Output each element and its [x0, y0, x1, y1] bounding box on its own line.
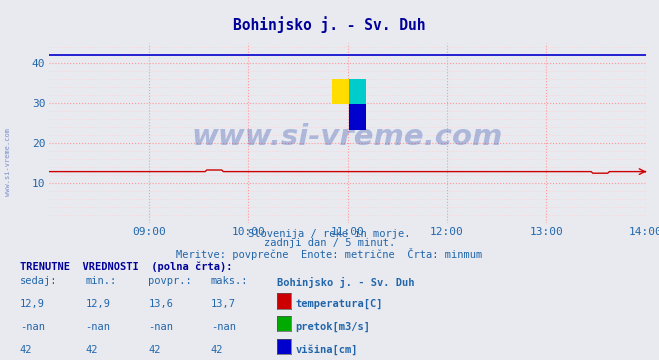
Text: Meritve: povprečne  Enote: metrične  Črta: minmum: Meritve: povprečne Enote: metrične Črta:…	[177, 248, 482, 260]
Bar	[349, 104, 366, 130]
Text: -nan: -nan	[211, 322, 236, 332]
Text: 12,9: 12,9	[86, 299, 111, 309]
Text: www.si-vreme.com: www.si-vreme.com	[192, 123, 503, 151]
Text: višina[cm]: višina[cm]	[295, 345, 358, 355]
Text: sedaj:: sedaj:	[20, 276, 57, 287]
Text: 42: 42	[86, 345, 98, 355]
Text: www.si-vreme.com: www.si-vreme.com	[5, 128, 11, 196]
Bar	[332, 79, 349, 104]
Text: Bohinjsko j. - Sv. Duh: Bohinjsko j. - Sv. Duh	[277, 276, 415, 288]
Text: 13,7: 13,7	[211, 299, 236, 309]
Text: 42: 42	[211, 345, 223, 355]
Text: -nan: -nan	[148, 322, 173, 332]
Text: -nan: -nan	[20, 322, 45, 332]
Text: TRENUTNE  VREDNOSTI  (polna črta):: TRENUTNE VREDNOSTI (polna črta):	[20, 261, 232, 271]
Text: Bohinjsko j. - Sv. Duh: Bohinjsko j. - Sv. Duh	[233, 16, 426, 33]
Text: 12,9: 12,9	[20, 299, 45, 309]
Text: pretok[m3/s]: pretok[m3/s]	[295, 322, 370, 332]
Text: zadnji dan / 5 minut.: zadnji dan / 5 minut.	[264, 238, 395, 248]
Text: -nan: -nan	[86, 322, 111, 332]
Text: povpr.:: povpr.:	[148, 276, 192, 287]
Bar	[349, 79, 366, 104]
Text: temperatura[C]: temperatura[C]	[295, 299, 383, 309]
Text: Slovenija / reke in morje.: Slovenija / reke in morje.	[248, 229, 411, 239]
Text: maks.:: maks.:	[211, 276, 248, 287]
Text: 42: 42	[148, 345, 161, 355]
Text: 42: 42	[20, 345, 32, 355]
Text: 13,6: 13,6	[148, 299, 173, 309]
Text: min.:: min.:	[86, 276, 117, 287]
